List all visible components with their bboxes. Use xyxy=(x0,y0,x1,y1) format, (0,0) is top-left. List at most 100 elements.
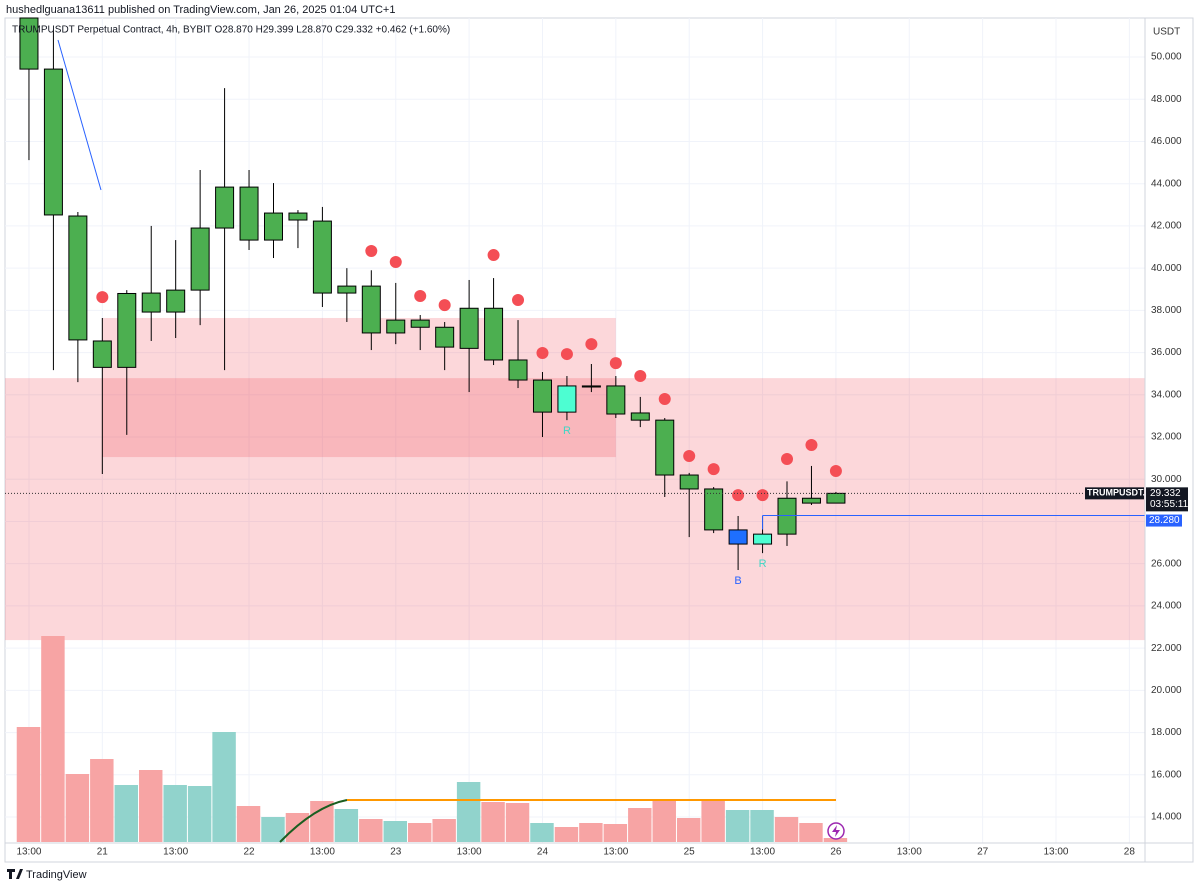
volume-bar xyxy=(481,802,505,842)
volume-bar xyxy=(114,785,139,842)
candle-body xyxy=(606,385,626,415)
level-label: 28.280 xyxy=(1149,515,1180,526)
logo-mark xyxy=(7,869,23,879)
candle-body xyxy=(630,412,650,421)
candle-body xyxy=(361,285,381,334)
zone xyxy=(102,317,616,458)
symbol-label: TRUMPUSDT.P xyxy=(1087,488,1151,498)
x-tick-label: 13:00 xyxy=(163,847,188,858)
volume-bar xyxy=(41,636,65,842)
signal-label: B xyxy=(734,575,741,587)
signal-dot xyxy=(560,348,573,361)
candle-body xyxy=(679,474,699,490)
x-tick-label: 13:00 xyxy=(457,847,482,858)
volume-bar xyxy=(383,821,407,842)
volume-bar xyxy=(530,823,554,842)
x-tick-label: 13:00 xyxy=(310,847,335,858)
price-box xyxy=(1146,487,1188,512)
candle-body xyxy=(312,220,332,294)
y-tick-label: 50.000 xyxy=(1151,52,1182,63)
volume-bar xyxy=(236,806,261,842)
candle-body xyxy=(288,212,308,221)
x-tick-label: 21 xyxy=(97,847,109,858)
candles xyxy=(19,17,846,571)
signal-dot xyxy=(658,393,671,406)
price-label: 29.332 xyxy=(1150,488,1181,499)
signal-dot xyxy=(609,357,622,370)
volume-ma xyxy=(279,799,348,843)
signal-dot xyxy=(96,291,109,304)
x-tick-label: 13:00 xyxy=(1043,847,1068,858)
y-tick-label: 46.000 xyxy=(1151,136,1182,147)
y-tick-label: 48.000 xyxy=(1151,94,1182,105)
volume-bar xyxy=(432,819,456,842)
candle-body xyxy=(777,497,797,535)
candle-body xyxy=(19,17,39,70)
countdown-label: 03:55:11 xyxy=(1150,499,1189,510)
legend: TRUMPUSDT Perpetual Contract, 4h, BYBIT … xyxy=(12,25,450,36)
volume-bar xyxy=(187,786,212,842)
x-tick-label: 22 xyxy=(243,847,255,858)
signal-dot xyxy=(781,452,794,465)
y-tick-label: 44.000 xyxy=(1151,178,1182,189)
signal-dot xyxy=(707,463,720,476)
candle-body xyxy=(141,292,161,313)
signal-dot xyxy=(487,249,500,262)
candle-body xyxy=(801,497,821,504)
y-tick-label: 42.000 xyxy=(1151,221,1182,232)
zone xyxy=(5,378,1145,641)
level-label-box xyxy=(1146,514,1182,527)
volume-bar xyxy=(750,810,774,842)
volume-bar xyxy=(554,827,579,842)
candle-body xyxy=(557,385,577,413)
volume-bar xyxy=(456,782,481,842)
candle-body xyxy=(215,186,235,229)
x-tick-label: 28 xyxy=(1124,847,1136,858)
volume-bar xyxy=(359,819,383,842)
volume-bar xyxy=(261,817,285,842)
footer: TradingView xyxy=(26,869,87,881)
volume-bar xyxy=(407,823,432,842)
y-tick-label: 30.000 xyxy=(1151,474,1182,485)
frame xyxy=(4,17,1194,863)
candle-body xyxy=(484,307,504,361)
volume-bar xyxy=(90,759,114,842)
candle-body xyxy=(508,359,528,381)
volume-bar xyxy=(652,800,676,842)
volume-pane xyxy=(16,636,848,842)
candle-body xyxy=(459,307,479,349)
volume-bar xyxy=(676,818,701,842)
y-tick-label: 34.000 xyxy=(1151,389,1182,400)
candle-body xyxy=(655,419,675,476)
x-tick-label: 24 xyxy=(537,847,549,858)
y-tick-label: 16.000 xyxy=(1151,769,1182,780)
signal-dot xyxy=(829,465,842,478)
signal-dot xyxy=(365,245,378,258)
candle-body xyxy=(753,533,773,545)
currency: USDT xyxy=(1153,27,1180,38)
candle-body xyxy=(92,340,112,368)
candle-body xyxy=(410,319,430,328)
x-tick-label: 23 xyxy=(390,847,402,858)
volume-bar xyxy=(505,803,530,842)
y-tick-label: 40.000 xyxy=(1151,263,1182,274)
volume-bar xyxy=(285,813,310,842)
signal-dot xyxy=(805,439,818,452)
overlay: R B R xyxy=(5,245,1145,587)
byline: hushedlguana13611 published on TradingVi… xyxy=(6,4,395,16)
candle-body xyxy=(728,529,748,545)
volume-bar xyxy=(725,810,750,842)
signal-dot xyxy=(756,489,769,502)
axis: 14.000 16.000 18.000 20.000 22.000 24.000 26.0… xyxy=(16,52,1188,858)
y-tick-label: 32.000 xyxy=(1151,432,1182,443)
volume-bar xyxy=(823,838,848,842)
x-tick-label: 13:00 xyxy=(603,847,628,858)
volume-bar xyxy=(701,801,725,842)
x-tick-label: 26 xyxy=(830,847,842,858)
y-tick-label: 24.000 xyxy=(1151,601,1182,612)
symbol-box xyxy=(1085,487,1144,500)
volume-bar xyxy=(16,727,41,842)
zones xyxy=(5,317,1145,641)
